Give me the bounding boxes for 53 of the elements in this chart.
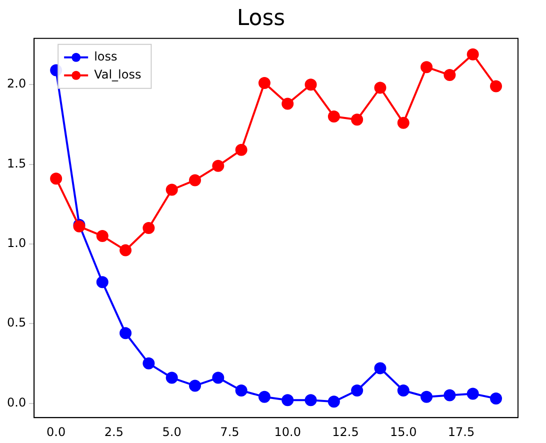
point: [212, 160, 224, 172]
x-tick-label: 12.5: [332, 424, 359, 439]
point: [96, 230, 108, 242]
point: [397, 116, 410, 129]
point: [304, 394, 317, 406]
point: [328, 396, 340, 408]
point: [166, 184, 178, 196]
x-tick-label: 17.5: [448, 424, 475, 439]
x-tick-label: 10.0: [274, 424, 301, 439]
point: [282, 394, 294, 406]
point: [490, 392, 502, 404]
point: [490, 80, 502, 92]
point: [50, 172, 62, 185]
point: [351, 114, 364, 126]
point: [282, 98, 294, 110]
y-tick-label: 1.0: [6, 236, 26, 250]
point: [235, 144, 248, 156]
x-tick-label: 5.0: [162, 424, 182, 439]
point: [444, 69, 456, 82]
y-tick-label: 0.0: [6, 395, 26, 410]
legend-label: loss: [94, 50, 118, 64]
y-tick-label: 2.0: [6, 76, 26, 91]
point: [120, 244, 132, 256]
chart-title: Loss: [236, 6, 286, 31]
point: [420, 61, 433, 74]
x-tick-label: 2.5: [104, 424, 124, 439]
point: [235, 384, 248, 397]
point: [212, 372, 224, 384]
point: [142, 222, 155, 234]
point: [328, 110, 340, 122]
y-tick-label: 1.5: [6, 156, 26, 170]
point: [397, 384, 410, 397]
point: [189, 174, 202, 186]
point: [258, 77, 270, 90]
point: [166, 372, 178, 384]
point: [466, 48, 479, 60]
y-tick-label: 0.5: [6, 316, 26, 330]
point: [120, 327, 132, 340]
point: [142, 357, 155, 370]
point: [374, 362, 386, 374]
point: [189, 380, 202, 392]
point: [374, 82, 386, 94]
point: [444, 389, 456, 402]
x-tick-label: 15.0: [390, 424, 417, 439]
point: [304, 78, 317, 91]
point: [351, 384, 364, 397]
legend-label: Val_loss: [94, 68, 142, 82]
point: [258, 390, 270, 403]
point: [420, 390, 433, 403]
x-tick-label: 0.0: [46, 424, 66, 439]
point: [466, 388, 479, 400]
point: [96, 276, 108, 288]
x-tick-label: 7.5: [220, 424, 240, 439]
